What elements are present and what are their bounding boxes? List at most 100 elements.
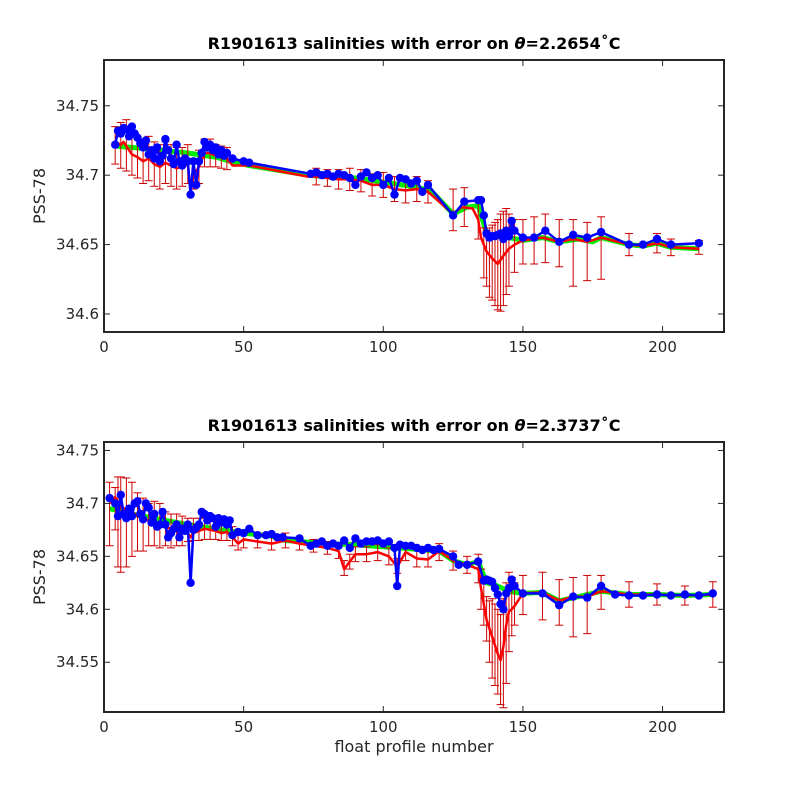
bottom-chart-raw-point (345, 543, 354, 553)
top-chart-raw-point (186, 190, 195, 199)
bottom-chart-xtick-label: 0 (99, 718, 109, 736)
top-chart-raw-point (479, 211, 488, 220)
top-chart-raw-point (351, 180, 360, 190)
top-chart-ytick-label: 34.65 (56, 236, 99, 254)
bottom-chart-ytick-label: 34.55 (56, 653, 99, 671)
top-chart-raw-point (569, 230, 578, 240)
bottom-chart-xtick-label: 200 (648, 718, 677, 736)
bottom-chart-ytick-label: 34.65 (56, 547, 99, 565)
bottom-chart-raw-point (186, 578, 195, 587)
top-chart-raw-point (384, 173, 394, 183)
top-chart-ytick-label: 34.7 (66, 166, 99, 184)
top-chart-raw-point (624, 240, 634, 249)
bottom-chart-error-bar (105, 481, 114, 547)
bottom-chart-xtick-label: 50 (234, 718, 253, 736)
top-chart-raw-point (666, 240, 676, 249)
top-chart-error-bar (597, 216, 606, 280)
bottom-chart-raw-point (569, 592, 578, 601)
top-chart-xtick-label: 0 (99, 338, 109, 356)
top-chart-raw-point (583, 233, 592, 242)
top-chart-ytick-label: 34.75 (56, 97, 99, 115)
bottom-chart-ytick-label: 34.7 (66, 494, 99, 512)
bottom-chart-raw-point (116, 490, 126, 500)
top-chart-raw-point (418, 187, 427, 196)
top-chart-raw-point (504, 232, 514, 241)
top-chart-raw-point (197, 148, 206, 158)
bottom-chart-raw-point (144, 503, 153, 512)
bottom-chart-raw-point (454, 560, 463, 569)
top-chart-raw-point (507, 216, 516, 226)
top-chart-raw-point (228, 154, 237, 163)
top-chart-raw-point (245, 158, 254, 167)
top-chart-ylabel: PSS-78 (30, 168, 49, 224)
top-chart-raw-point (158, 151, 167, 160)
bottom-chart-raw-point (708, 589, 717, 598)
bottom-chart-raw-point (111, 499, 120, 508)
top-chart-raw-point (448, 211, 458, 220)
bottom-chart-raw-point (105, 493, 114, 503)
bottom-chart-raw-point (393, 581, 402, 591)
top-chart-title: R1901613 salinities with error on θ=2.26… (208, 34, 621, 53)
bottom-chart-raw-point (518, 589, 528, 598)
bottom-chart-raw-point (499, 605, 508, 614)
bottom-chart-title: R1901613 salinities with error on θ=2.37… (208, 416, 621, 435)
bottom-chart-raw-point (493, 590, 502, 599)
top-chart-raw-point (379, 180, 388, 190)
bottom-chart-raw-point (510, 581, 519, 591)
bottom-chart-raw-point (180, 526, 190, 536)
bottom-chart-raw-point (448, 552, 458, 561)
top-chart-raw-point (476, 196, 486, 205)
bottom-chart-plot-area (105, 476, 717, 709)
bottom-chart-raw-point (225, 516, 234, 525)
top-chart-raw-point (161, 134, 170, 144)
bottom-chart-error-bar (569, 577, 578, 638)
bottom-chart-ytick-label: 34.6 (66, 600, 99, 618)
bottom-chart-raw-point (490, 583, 500, 593)
top-chart-raw-point (555, 237, 564, 246)
bottom-chart-raw-point (474, 557, 483, 566)
bottom-chart-xlabel: float profile number (334, 737, 494, 756)
top-chart: R1901613 salinities with error on θ=2.26… (30, 34, 725, 356)
bottom-chart-raw-point (124, 504, 134, 513)
top-chart-raw-point (362, 168, 371, 177)
bottom-chart-error-bar (583, 574, 592, 635)
top-chart-raw-point (412, 176, 421, 185)
bottom-chart-ylabel: PSS-78 (30, 549, 49, 605)
top-chart-raw-point (127, 122, 137, 131)
top-chart-raw-point (194, 157, 204, 166)
bottom-chart-raw-point (161, 520, 170, 529)
bottom-chart-raw-point (133, 497, 142, 506)
bottom-chart-raw-point (694, 591, 704, 600)
top-chart-error-bar (583, 221, 592, 282)
bottom-chart-raw-point (555, 600, 564, 610)
bottom-chart-xtick-label: 100 (369, 718, 398, 736)
bottom-chart-raw-point (666, 591, 676, 600)
bottom-chart-raw-point (158, 507, 167, 517)
bottom-chart-axes-box (103, 441, 725, 713)
bottom-chart-raw-point (253, 531, 262, 540)
top-chart-xtick-label: 200 (648, 338, 677, 356)
bottom-chart-raw-point (507, 575, 516, 584)
top-chart-raw-point (152, 143, 162, 152)
bottom-chart-raw-point (434, 544, 444, 554)
top-chart-raw-point (373, 171, 382, 180)
bottom-chart-raw-point (194, 520, 204, 529)
top-chart-raw-point (529, 233, 539, 242)
bottom-chart-raw-point (175, 533, 184, 542)
top-chart-raw-point (510, 226, 519, 235)
top-chart-raw-point (138, 143, 148, 152)
top-chart-raw-point (111, 140, 120, 149)
top-chart-raw-point (541, 226, 550, 235)
top-chart-ytick-label: 34.6 (66, 305, 99, 323)
bottom-chart-raw-point (488, 577, 497, 586)
bottom-chart-raw-point (638, 591, 648, 600)
top-chart-raw-point (164, 146, 173, 155)
top-chart-raw-point (596, 227, 606, 237)
bottom-chart-raw-point (295, 534, 304, 543)
top-chart-raw-point (390, 190, 399, 199)
top-chart-raw-point (172, 140, 181, 149)
bottom-chart-raw-point (462, 560, 472, 569)
top-chart-xtick-label: 50 (234, 338, 253, 356)
